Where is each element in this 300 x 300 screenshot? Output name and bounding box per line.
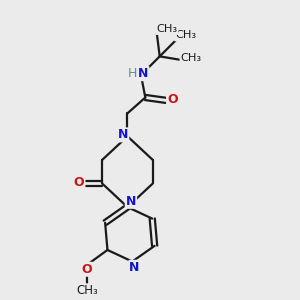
Text: N: N xyxy=(138,67,148,80)
Text: N: N xyxy=(118,128,128,141)
Text: H: H xyxy=(128,67,137,80)
Text: CH₃: CH₃ xyxy=(181,53,202,63)
Text: N: N xyxy=(129,261,140,274)
Text: CH₃: CH₃ xyxy=(76,284,98,297)
Text: CH₃: CH₃ xyxy=(156,24,178,34)
Text: N: N xyxy=(126,195,136,208)
Text: O: O xyxy=(82,263,92,276)
Text: O: O xyxy=(167,93,178,106)
Text: CH₃: CH₃ xyxy=(175,30,196,40)
Text: O: O xyxy=(74,176,85,189)
